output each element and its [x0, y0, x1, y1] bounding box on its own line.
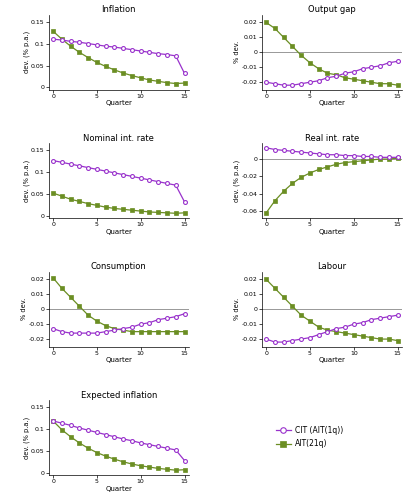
Y-axis label: % dev.: % dev. [21, 298, 27, 320]
Title: Labour: Labour [317, 262, 345, 271]
Title: Inflation: Inflation [101, 5, 136, 14]
Y-axis label: % dev.: % dev. [234, 298, 240, 320]
Title: Real int. rate: Real int. rate [304, 134, 358, 142]
X-axis label: Quarter: Quarter [105, 486, 132, 492]
X-axis label: Quarter: Quarter [105, 228, 132, 234]
Title: Consumption: Consumption [91, 262, 146, 271]
Title: Expected inflation: Expected inflation [81, 390, 157, 400]
X-axis label: Quarter: Quarter [318, 357, 344, 363]
Legend: CIT (AIT(1q)), AIT(21q): CIT (AIT(1q)), AIT(21q) [272, 423, 345, 452]
X-axis label: Quarter: Quarter [105, 100, 132, 106]
X-axis label: Quarter: Quarter [318, 228, 344, 234]
X-axis label: Quarter: Quarter [105, 357, 132, 363]
Title: Nominal int. rate: Nominal int. rate [83, 134, 154, 142]
X-axis label: Quarter: Quarter [318, 100, 344, 106]
Y-axis label: dev. (% p.a.): dev. (% p.a.) [233, 160, 240, 202]
Y-axis label: dev. (% p.a.): dev. (% p.a.) [23, 31, 30, 74]
Title: Output gap: Output gap [307, 5, 355, 14]
Y-axis label: % dev.: % dev. [234, 41, 240, 64]
Y-axis label: dev. (% p.a.): dev. (% p.a.) [23, 416, 30, 459]
Y-axis label: dev. (% p.a.): dev. (% p.a.) [23, 160, 30, 202]
